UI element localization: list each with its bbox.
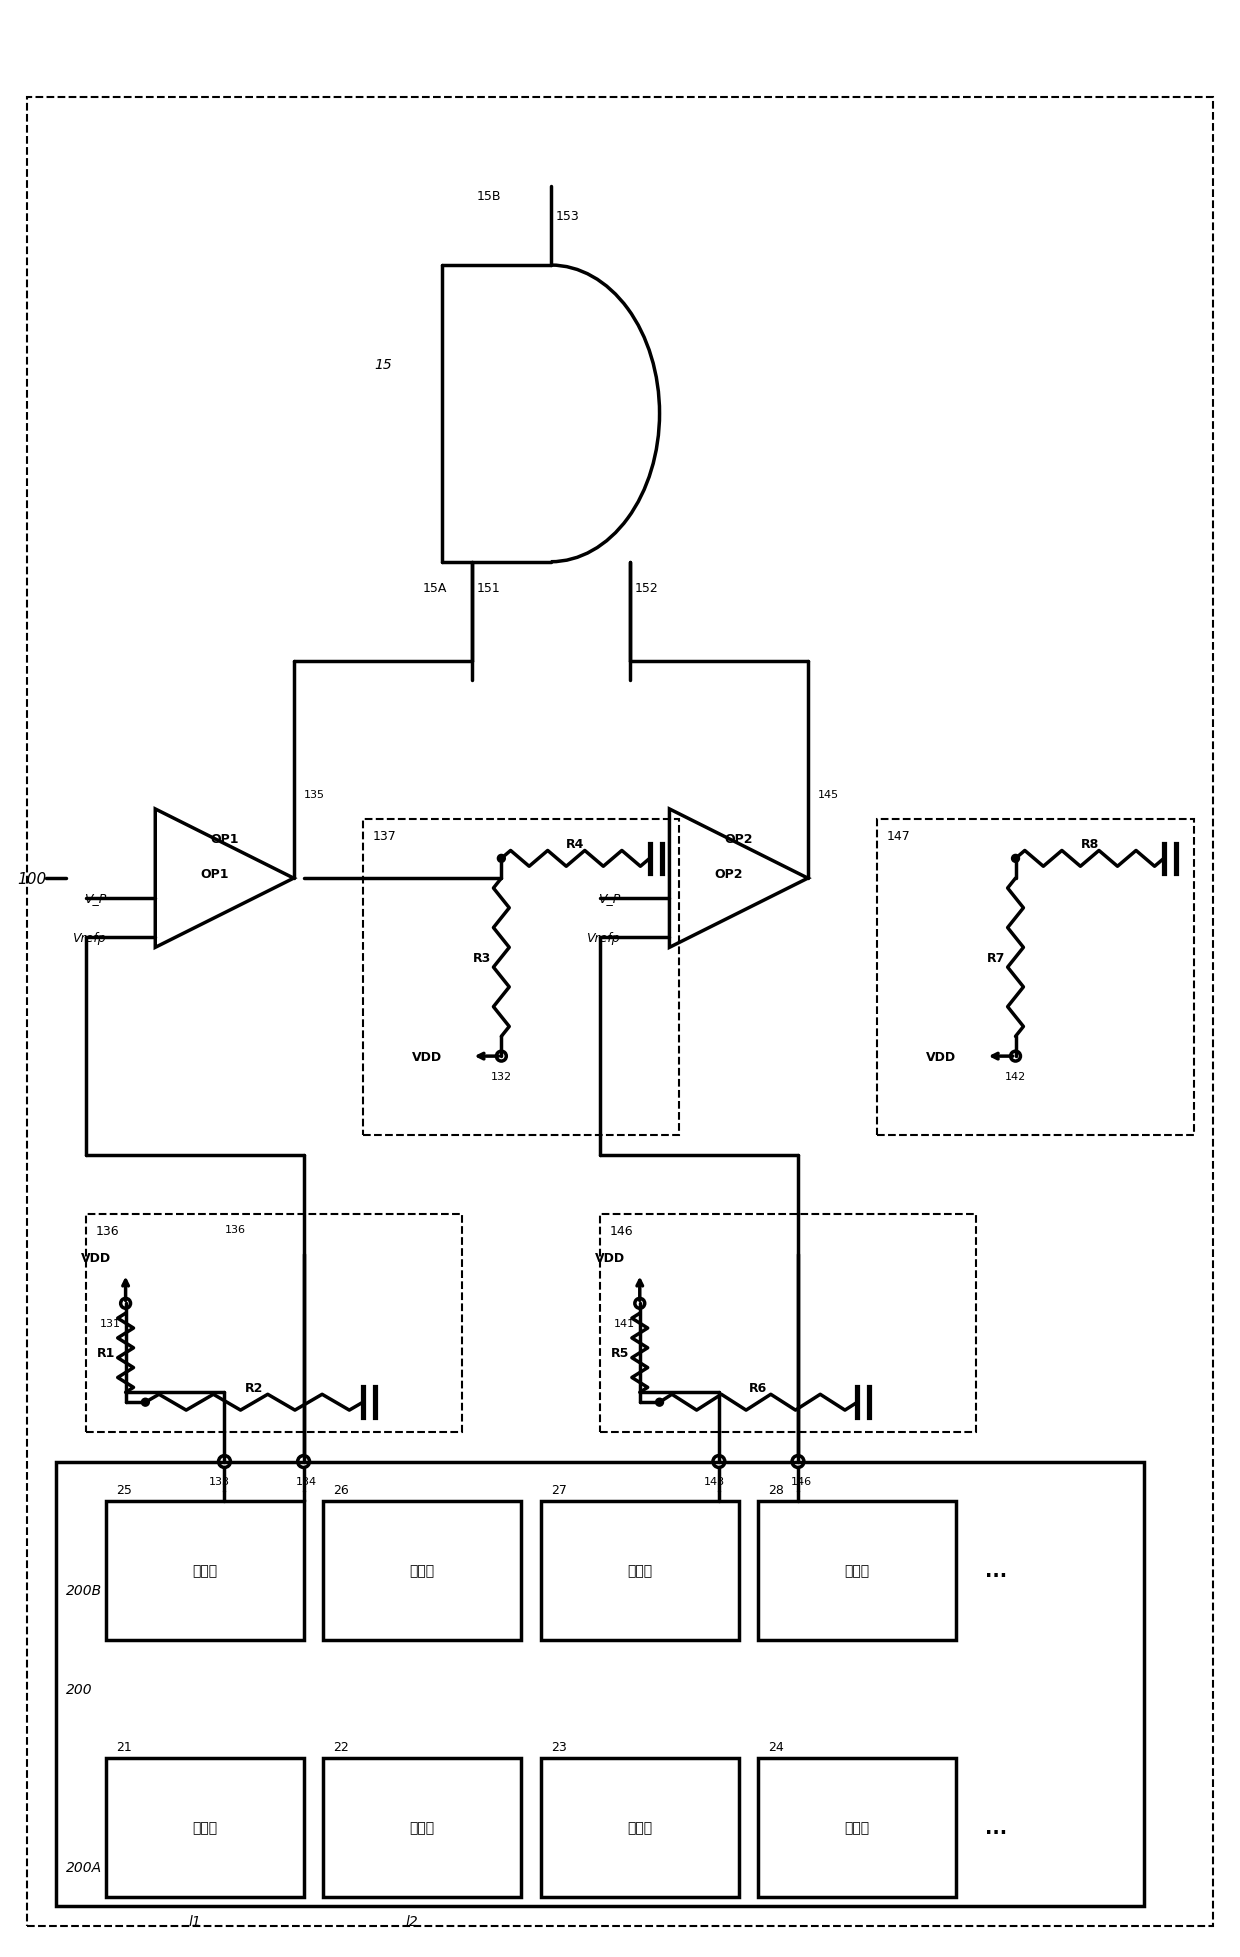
Bar <box>324 1501 521 1640</box>
Text: VDD: VDD <box>81 1251 112 1264</box>
Bar <box>877 820 1194 1135</box>
Text: 146: 146 <box>610 1225 634 1237</box>
Text: 200A: 200A <box>66 1859 103 1875</box>
Text: R5: R5 <box>611 1346 629 1360</box>
Text: l2: l2 <box>405 1914 419 1928</box>
Text: ...: ... <box>985 1562 1007 1579</box>
Text: 第八堆: 第八堆 <box>844 1564 870 1577</box>
Bar <box>324 1757 521 1896</box>
Text: 131: 131 <box>99 1319 120 1329</box>
Text: 21: 21 <box>115 1740 131 1753</box>
Bar <box>541 1757 739 1896</box>
Bar <box>105 1501 304 1640</box>
Text: 134: 134 <box>296 1478 317 1487</box>
Text: 第二堆: 第二堆 <box>409 1820 435 1834</box>
Bar <box>541 1501 739 1640</box>
Text: Vrefp: Vrefp <box>587 932 620 945</box>
Text: 第一堆: 第一堆 <box>192 1820 217 1834</box>
Text: 133: 133 <box>210 1478 231 1487</box>
Circle shape <box>497 855 505 863</box>
Text: R6: R6 <box>749 1382 768 1393</box>
Circle shape <box>656 1399 663 1407</box>
Text: VDD: VDD <box>595 1251 625 1264</box>
Text: 26: 26 <box>334 1483 348 1497</box>
Text: 25: 25 <box>115 1483 131 1497</box>
Text: 第三堆: 第三堆 <box>627 1820 652 1834</box>
Text: R3: R3 <box>472 951 491 965</box>
Text: R4: R4 <box>567 838 585 851</box>
Text: OP2: OP2 <box>724 832 753 845</box>
Text: 24: 24 <box>769 1740 784 1753</box>
Text: 146: 146 <box>790 1478 811 1487</box>
Text: 200B: 200B <box>66 1583 103 1597</box>
Text: 135: 135 <box>304 789 325 800</box>
Text: 第六堆: 第六堆 <box>409 1564 435 1577</box>
Circle shape <box>1012 855 1019 863</box>
Text: 23: 23 <box>551 1740 567 1753</box>
Text: 137: 137 <box>373 830 397 842</box>
Text: V_P: V_P <box>83 892 105 904</box>
Text: 145: 145 <box>817 789 839 800</box>
Text: 第五堆: 第五堆 <box>192 1564 217 1577</box>
Text: 142: 142 <box>1004 1070 1027 1082</box>
Text: 152: 152 <box>635 581 658 595</box>
Bar <box>759 1757 956 1896</box>
Text: 100: 100 <box>17 871 46 887</box>
Text: 28: 28 <box>769 1483 784 1497</box>
Bar <box>56 1462 1145 1906</box>
Bar <box>363 820 680 1135</box>
Text: V_P: V_P <box>598 892 620 904</box>
Text: 200: 200 <box>66 1683 93 1697</box>
Text: 27: 27 <box>551 1483 567 1497</box>
Text: OP2: OP2 <box>714 867 743 881</box>
Text: 136: 136 <box>224 1225 246 1235</box>
Text: OP1: OP1 <box>201 867 229 881</box>
Bar <box>600 1215 976 1433</box>
Text: 143: 143 <box>703 1478 724 1487</box>
Text: 141: 141 <box>614 1319 635 1329</box>
Text: VDD: VDD <box>926 1051 956 1063</box>
Text: 151: 151 <box>476 581 501 595</box>
Text: 132: 132 <box>491 1070 512 1082</box>
Bar <box>105 1757 304 1896</box>
Text: Vrefp: Vrefp <box>72 932 105 945</box>
Text: R7: R7 <box>987 951 1004 965</box>
Text: R1: R1 <box>97 1346 115 1360</box>
Text: 第七堆: 第七堆 <box>627 1564 652 1577</box>
Text: VDD: VDD <box>412 1051 441 1063</box>
Text: R2: R2 <box>246 1382 263 1393</box>
Bar <box>759 1501 956 1640</box>
Text: R8: R8 <box>1080 838 1099 851</box>
Bar <box>86 1215 461 1433</box>
Circle shape <box>141 1399 149 1407</box>
Text: 15: 15 <box>374 358 393 372</box>
Text: l1: l1 <box>188 1914 201 1928</box>
Text: 15B: 15B <box>477 190 501 204</box>
Text: 147: 147 <box>887 830 910 842</box>
Text: 22: 22 <box>334 1740 348 1753</box>
Text: 第四堆: 第四堆 <box>844 1820 870 1834</box>
Text: OP1: OP1 <box>211 832 239 845</box>
Text: 136: 136 <box>95 1225 119 1237</box>
Text: ...: ... <box>985 1818 1007 1838</box>
Text: 15A: 15A <box>423 581 446 595</box>
Text: 153: 153 <box>556 209 579 223</box>
